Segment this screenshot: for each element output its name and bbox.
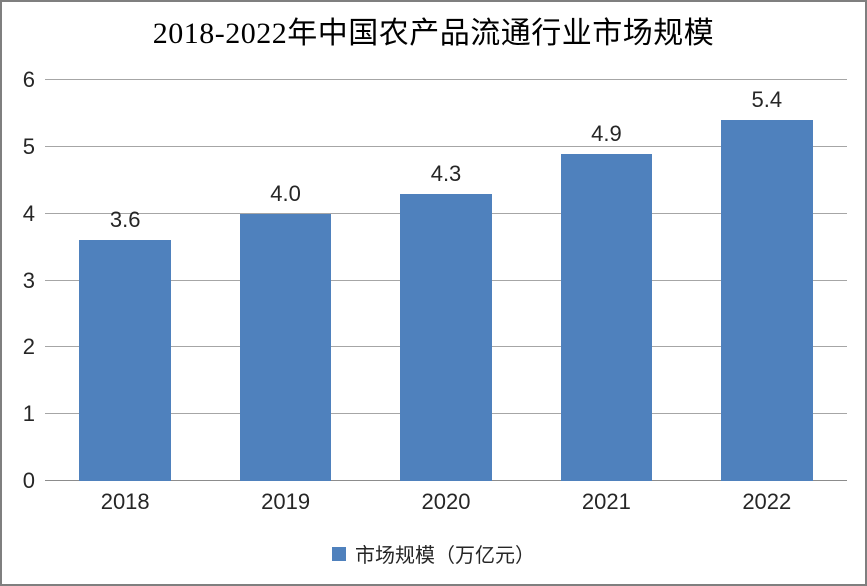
y-tick-label-1: 1 — [22, 401, 35, 427]
x-axis: 2018 2019 2020 2021 2022 — [45, 491, 847, 517]
x-axis-label-2022: 2022 — [742, 489, 792, 514]
bar-value-label-2021: 4.9 — [591, 120, 622, 146]
gridline-5 — [45, 145, 847, 147]
legend: 市场规模（万亿元） — [2, 539, 865, 568]
bar-2018 — [79, 240, 171, 481]
y-tick-label-0: 0 — [22, 468, 35, 493]
bar-2022 — [721, 120, 813, 481]
x-axis-label-2021: 2021 — [581, 489, 631, 514]
gridline-6 — [45, 79, 847, 80]
y-tick-label-2: 2 — [22, 334, 35, 360]
chart-title: 2018-2022年中国农产品流通行业市场规模 — [152, 17, 715, 50]
bar-value-label-2019: 4.0 — [270, 180, 301, 206]
x-axis-label-2019: 2019 — [261, 489, 311, 514]
bar-2021 — [560, 153, 653, 481]
y-tick-label-4: 4 — [22, 200, 35, 226]
legend-label: 市场规模（万亿元） — [355, 545, 535, 567]
bar-value-label-2022: 5.4 — [751, 87, 783, 113]
y-axis: 0 1 2 3 4 5 6 — [2, 69, 35, 492]
y-tick-label-6: 6 — [22, 67, 35, 92]
y-tick-label-3: 3 — [22, 267, 35, 293]
bar-value-label-2020: 4.3 — [430, 160, 462, 186]
legend-marker-icon — [332, 546, 346, 561]
bar-2019 — [239, 213, 332, 481]
x-axis-label-2018: 2018 — [100, 489, 150, 514]
x-axis-label-2020: 2020 — [421, 489, 471, 514]
bar-value-label-2018: 3.6 — [109, 207, 141, 233]
plot-area: 3.6 4.0 4.3 4.9 5.4 — [45, 79, 847, 481]
y-tick-label-5: 5 — [22, 133, 35, 159]
bar-2020 — [400, 193, 492, 481]
